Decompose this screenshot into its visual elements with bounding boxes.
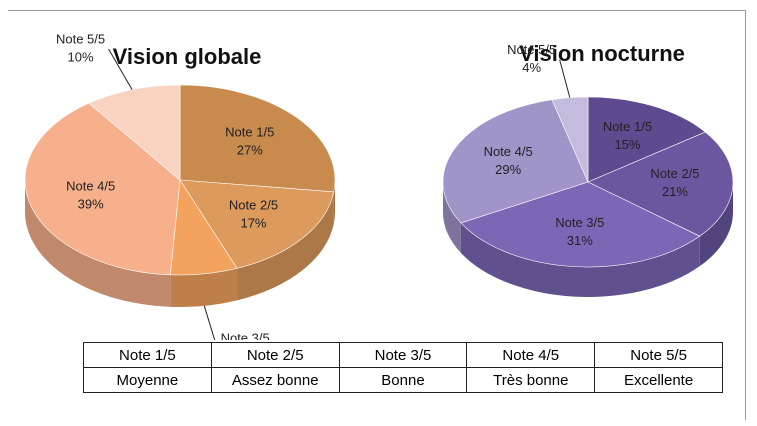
slice-label: Note 2/5 [650, 166, 699, 181]
slice-label: Note 4/5 [484, 144, 533, 159]
pie-wall [25, 180, 171, 307]
table-cell: Note 2/5 [210, 342, 340, 368]
pie-slice [460, 181, 701, 268]
table-row: Moyenne Assez bonne Bonne Très bonne Excelle… [83, 367, 723, 393]
pie-slice [24, 102, 181, 276]
pie-wall [237, 191, 334, 301]
table-cell: Assez bonne [210, 367, 340, 393]
pie-slice [587, 131, 734, 237]
slice-value: 21% [662, 184, 688, 199]
leader-line [559, 59, 571, 98]
table-row: Note 1/5 Note 2/5 Note 3/5 Note 4/5 Note 5/5 [83, 342, 723, 368]
frame [8, 10, 746, 420]
slice-value: 4% [522, 60, 541, 75]
table-cell: Note 3/5 [338, 342, 468, 368]
slice-label: Note 5/5 [56, 31, 105, 46]
slice-value: 10% [68, 49, 94, 64]
pie-slice [179, 179, 335, 269]
table-cell: Note 1/5 [83, 342, 212, 368]
slice-label: Note 1/5 [603, 119, 652, 134]
slice-label: Note 3/5 [555, 215, 604, 230]
table-cell: Note 4/5 [466, 342, 596, 368]
pie-slice [179, 84, 336, 193]
slice-label: Note 5/5 [507, 42, 556, 57]
table-cell: Moyenne [83, 367, 212, 393]
leader-line [108, 48, 133, 90]
slice-value: 15% [614, 137, 640, 152]
table-cell: Très bonne [466, 367, 596, 393]
table-cell: Excellente [594, 367, 723, 393]
slice-label: Note 4/5 [66, 178, 115, 193]
slice-value: 27% [237, 143, 263, 158]
pie-wall [170, 268, 238, 307]
slice-label: Note 2/5 [229, 197, 278, 212]
leader-line [203, 305, 216, 340]
pie-slice [587, 96, 706, 183]
pie-wall [460, 222, 700, 297]
pie-wall [443, 182, 461, 253]
slice-value: 29% [495, 162, 521, 177]
slice-value: 31% [567, 233, 593, 248]
slice-value: 39% [78, 196, 104, 211]
chart-title: Vision nocturne [519, 41, 685, 66]
chart-title: Vision globale [113, 44, 262, 69]
table-cell: Note 5/5 [594, 342, 723, 368]
legend-table: Note 1/5 Note 2/5 Note 3/5 Note 4/5 Note 5/5… [83, 342, 723, 393]
pie-wall [699, 182, 733, 267]
slice-label: Note 3/5 [221, 330, 270, 340]
pie-slice [551, 96, 589, 183]
charts: Vision globale Note 1/5 27% Note 2/5 17% Note… [24, 31, 734, 340]
slice-label: Note 1/5 [225, 125, 274, 140]
pie-slice [442, 99, 589, 224]
slice-value: 17% [240, 215, 266, 230]
table-cell: Bonne [338, 367, 468, 393]
